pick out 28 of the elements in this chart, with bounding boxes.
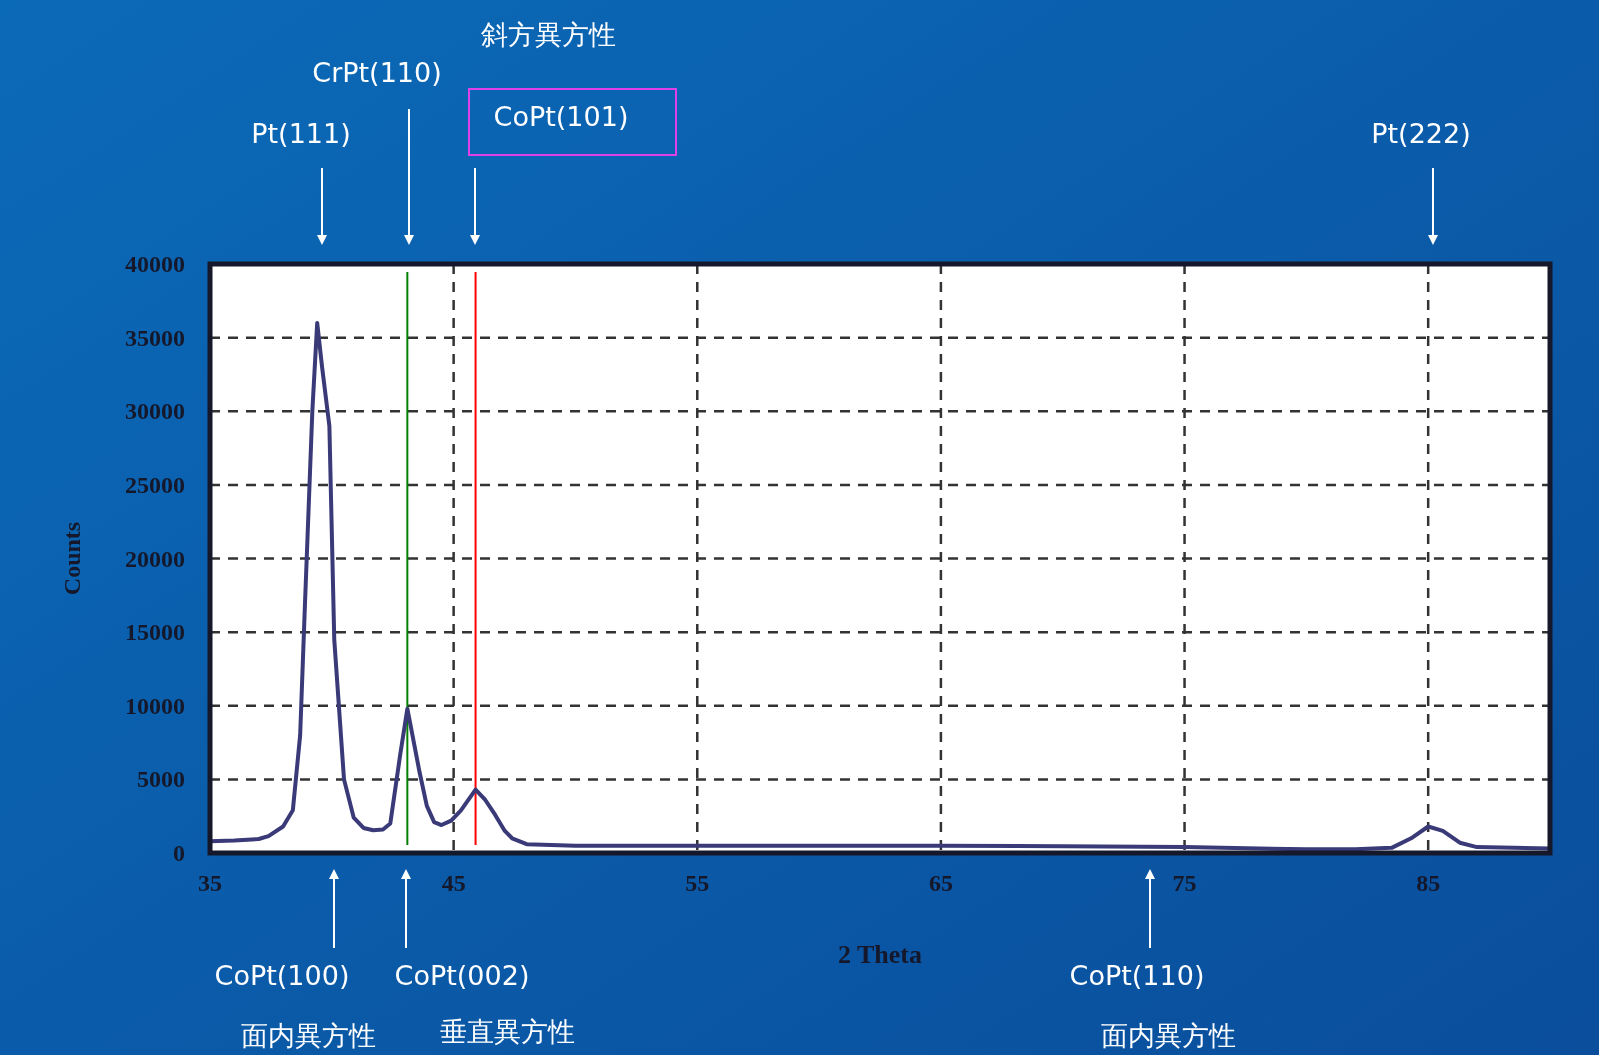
- text: CoPt(002): [394, 960, 530, 991]
- x-tick-label: 65: [928, 870, 953, 896]
- text: 面内異方性: [240, 1020, 376, 1051]
- text: CoPt(101): [493, 101, 629, 132]
- text: CoPt(110): [1069, 960, 1205, 991]
- text: Pt(222): [1371, 118, 1471, 149]
- text: Pt(111): [251, 118, 351, 149]
- y-tick-label: 25000: [125, 471, 185, 498]
- x-tick-label: 85: [1416, 870, 1441, 896]
- y-tick-label: 15000: [125, 619, 185, 646]
- x-tick-label: 35: [198, 870, 222, 896]
- x-tick-label: 75: [1172, 870, 1197, 896]
- text: CoPt(100): [214, 960, 350, 991]
- text: 面内異方性: [1100, 1020, 1236, 1051]
- y-tick-label: 10000: [125, 692, 185, 719]
- x-tick-label: 55: [685, 870, 710, 896]
- y-axis-title: Counts: [59, 521, 85, 596]
- y-tick-label: 30000: [125, 398, 185, 425]
- text: 斜方異方性: [480, 19, 616, 50]
- y-tick-label: 40000: [125, 251, 185, 277]
- x-tick-label: 45: [441, 870, 466, 896]
- y-tick-label: 5000: [137, 766, 185, 793]
- text: 垂直異方性: [439, 1016, 575, 1047]
- y-tick-label: 0: [173, 840, 185, 866]
- y-tick-label: 20000: [125, 545, 185, 572]
- x-axis-title: 2 Theta: [837, 940, 923, 969]
- y-tick-label: 35000: [125, 324, 185, 351]
- text: CrPt(110): [312, 57, 442, 88]
